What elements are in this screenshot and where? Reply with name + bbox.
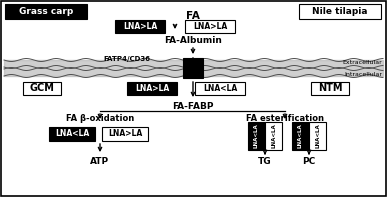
Text: FA: FA <box>186 11 200 21</box>
Bar <box>195 82 245 95</box>
Text: LNA<LA: LNA<LA <box>271 124 276 148</box>
Text: ATP: ATP <box>91 156 110 165</box>
Bar <box>183 58 203 78</box>
Bar <box>292 122 309 150</box>
Text: TG: TG <box>258 156 272 165</box>
Bar <box>185 20 235 33</box>
Text: FA-FABP: FA-FABP <box>172 101 214 111</box>
Bar <box>23 82 61 95</box>
Text: FA β-oxidation: FA β-oxidation <box>66 113 134 123</box>
Text: LNA>LA: LNA>LA <box>123 21 157 31</box>
Bar <box>299 4 381 19</box>
Text: LNA<LA: LNA<LA <box>315 124 320 148</box>
Bar <box>102 127 148 141</box>
Text: Grass carp: Grass carp <box>19 7 73 16</box>
Text: Nile tilapia: Nile tilapia <box>312 7 368 16</box>
Bar <box>309 122 326 150</box>
Text: LNA<LA: LNA<LA <box>298 124 303 148</box>
Text: LNA<LA: LNA<LA <box>203 84 237 93</box>
Text: LNA<LA: LNA<LA <box>55 129 89 138</box>
Bar <box>248 122 265 150</box>
Text: Intracellular: Intracellular <box>344 72 382 76</box>
Text: PC: PC <box>302 156 316 165</box>
Text: FA esterification: FA esterification <box>246 113 324 123</box>
Bar <box>127 82 177 95</box>
Bar <box>49 127 95 141</box>
Text: LNA>LA: LNA>LA <box>193 21 227 31</box>
Bar <box>311 82 349 95</box>
Text: LNA<LA: LNA<LA <box>254 124 259 148</box>
Bar <box>265 122 282 150</box>
Text: FA-Albumin: FA-Albumin <box>164 35 222 45</box>
Bar <box>115 20 165 33</box>
Text: NTM: NTM <box>318 83 342 93</box>
Bar <box>5 4 87 19</box>
Text: GCM: GCM <box>29 83 55 93</box>
Text: LNA>LA: LNA>LA <box>135 84 169 93</box>
Text: Extracellular: Extracellular <box>342 59 382 64</box>
Text: FATP4/CD36: FATP4/CD36 <box>103 56 150 62</box>
Text: LNA>LA: LNA>LA <box>108 129 142 138</box>
